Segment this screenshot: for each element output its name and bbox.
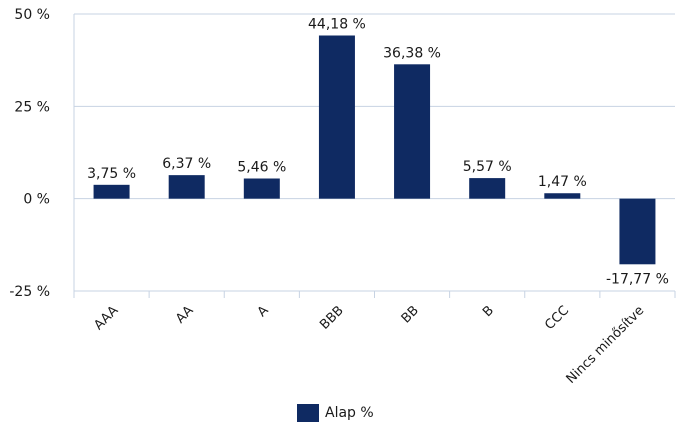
y-tick-label: -25 % bbox=[9, 284, 50, 300]
data-label: 6,37 % bbox=[162, 156, 211, 172]
bar bbox=[469, 178, 506, 199]
x-tick-label: Nincs minősítve bbox=[564, 303, 648, 387]
data-label: 3,75 % bbox=[87, 166, 136, 182]
bar bbox=[619, 198, 656, 265]
data-label: 1,47 % bbox=[538, 174, 587, 190]
x-tick-label: BB bbox=[399, 303, 422, 326]
x-tick-label: CCC bbox=[542, 303, 572, 333]
legend-label: Alap % bbox=[325, 405, 374, 421]
data-label: 44,18 % bbox=[308, 16, 366, 32]
legend-swatch bbox=[297, 404, 319, 422]
x-tick-label: AAA bbox=[91, 303, 121, 333]
data-label: 36,38 % bbox=[383, 45, 441, 61]
y-tick-label: 0 % bbox=[23, 192, 50, 208]
data-label: 5,57 % bbox=[463, 159, 512, 175]
bar bbox=[544, 193, 581, 199]
x-tick-label: AA bbox=[173, 303, 197, 327]
x-tick-label: B bbox=[480, 303, 497, 320]
x-tick-label: BBB bbox=[317, 303, 347, 333]
y-tick-label: 50 % bbox=[14, 7, 50, 23]
bar bbox=[318, 35, 355, 199]
y-tick-label: 25 % bbox=[14, 99, 50, 115]
x-tick-label: A bbox=[255, 303, 272, 320]
bar bbox=[394, 64, 431, 199]
bar bbox=[93, 184, 130, 199]
bar bbox=[168, 175, 205, 199]
legend: Alap % bbox=[297, 404, 374, 422]
data-label: -17,77 % bbox=[606, 271, 669, 287]
data-label: 5,46 % bbox=[237, 160, 286, 176]
bar bbox=[243, 178, 280, 199]
